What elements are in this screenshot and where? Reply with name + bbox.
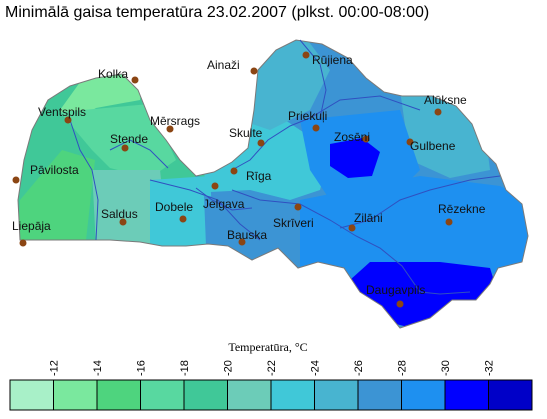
- city-label-skriveri: Skrīveri: [273, 216, 314, 230]
- city-marker-liepaja: [19, 239, 27, 247]
- city-label-zoseni: Zosēni: [334, 130, 370, 144]
- city-marker-saldus: [119, 218, 127, 226]
- river-lielupe: [149, 179, 261, 241]
- river-misa: [195, 187, 253, 211]
- city-marker-skulte: [257, 139, 265, 147]
- city-label-zilani: Zilāni: [354, 211, 383, 225]
- city-marker-kolka: [131, 76, 139, 84]
- city-marker-ainazi: [250, 67, 258, 75]
- city-marker-jelgava: [211, 182, 219, 190]
- city-label-rezekne: Rēzekne: [438, 202, 486, 216]
- city-marker-riga: [230, 167, 238, 175]
- river-venta: [69, 119, 99, 241]
- city-label-gulbene: Gulbene: [410, 139, 456, 153]
- city-marker-daugavpils: [396, 300, 404, 308]
- city-marker-skriveri: [294, 203, 302, 211]
- river-gauja: [231, 95, 421, 171]
- legend-tick-labels: -12 -14 -16 -18 -20 -22 -24 -26 -28 -30 -32: [49, 360, 496, 376]
- legend-swatch-7: [314, 379, 359, 411]
- city-label-priekuli: Priekuļi: [288, 109, 327, 123]
- legend-swatch-4: [183, 379, 228, 411]
- temperature-zones: [18, 40, 528, 328]
- city-label-rujiena: Rūjiena: [312, 53, 353, 67]
- city-markers: Kolka Ainaži Rūjiena Ventspils MērsragsStend…: [12, 51, 486, 308]
- legend-swatch-9: [401, 379, 446, 411]
- legend-title: Temperatūra, °C: [228, 340, 307, 354]
- zone-liepaja: [18, 150, 95, 246]
- legend-tick-1: -14: [92, 360, 104, 376]
- river-aiviekste: [339, 175, 501, 229]
- city-label-aluksne: Alūksne: [424, 93, 467, 107]
- river-abava: [109, 139, 169, 169]
- city-label-riga: Rīga: [246, 169, 272, 183]
- city-marker-stende: [121, 144, 129, 152]
- city-marker-priekuli: [312, 124, 320, 132]
- city-marker-mersrags: [166, 125, 174, 133]
- city-label-dobele: Dobele: [155, 200, 193, 214]
- legend-swatch-3: [140, 379, 185, 411]
- city-marker-bauska: [238, 238, 246, 246]
- city-label-stende: Stende: [110, 132, 148, 146]
- zone-jelgava: [204, 196, 310, 262]
- legend-swatch-5: [227, 379, 272, 411]
- river-salaca: [299, 39, 327, 119]
- legend-tick-2: -16: [136, 360, 148, 376]
- rivers: [69, 39, 501, 295]
- zone-zoseni-core: [330, 138, 380, 178]
- city-marker-pavilosta: [12, 176, 20, 184]
- zone-dobele: [150, 176, 214, 246]
- city-label-saldus: Saldus: [101, 207, 138, 221]
- zone-stende: [60, 104, 176, 178]
- city-marker-dobele: [179, 215, 187, 223]
- legend-swatch-2: [96, 379, 141, 411]
- legend-swatch-1: [53, 379, 98, 411]
- city-label-ainazi: Ainaži: [207, 58, 240, 72]
- legend-tick-4: -20: [223, 360, 235, 376]
- legend-swatch-0: [9, 379, 54, 411]
- city-marker-zilani: [348, 224, 356, 232]
- legend-swatch-6: [270, 379, 315, 411]
- legend-tick-3: -18: [179, 360, 191, 376]
- legend-tick-10: -32: [484, 360, 496, 376]
- city-marker-aluksne: [434, 108, 442, 116]
- zone-latgale: [300, 176, 528, 290]
- city-label-jelgava: Jelgava: [203, 197, 245, 211]
- legend-tick-9: -30: [440, 360, 452, 376]
- legend-tick-7: -26: [353, 360, 365, 376]
- city-marker-ventspils: [64, 116, 72, 124]
- legend-tick-8: -28: [397, 360, 409, 376]
- city-marker-zoseni: [362, 135, 370, 143]
- city-marker-rezekne: [445, 218, 453, 226]
- legend-tick-5: -22: [266, 360, 278, 376]
- color-legend: [9, 379, 533, 411]
- legend-tick-0: -12: [49, 360, 61, 376]
- river-daugava: [231, 189, 471, 295]
- legend-swatch-11: [488, 379, 533, 411]
- legend-swatch-8: [357, 379, 402, 411]
- legend-swatch-10: [444, 379, 489, 411]
- city-marker-rujiena: [302, 51, 310, 59]
- legend-tick-6: -24: [310, 360, 322, 376]
- zone-saldus: [92, 170, 168, 246]
- map-title: Minimālā gaisa temperatūra 23.02.2007 (p…: [5, 4, 430, 21]
- city-marker-gulbene: [406, 138, 414, 146]
- city-label-kolka: Kolka: [98, 67, 128, 81]
- city-label-mersrags: Mērsrags: [150, 114, 200, 128]
- city-label-skulte: Skulte: [229, 126, 263, 140]
- city-label-ventspils: Ventspils: [38, 105, 86, 119]
- city-label-pavilosta: Pāvilosta: [30, 163, 79, 177]
- city-label-bauska: Bauska: [227, 228, 267, 242]
- city-label-daugavpils: Daugavpils: [366, 283, 425, 297]
- city-label-liepaja: Liepāja: [12, 219, 51, 233]
